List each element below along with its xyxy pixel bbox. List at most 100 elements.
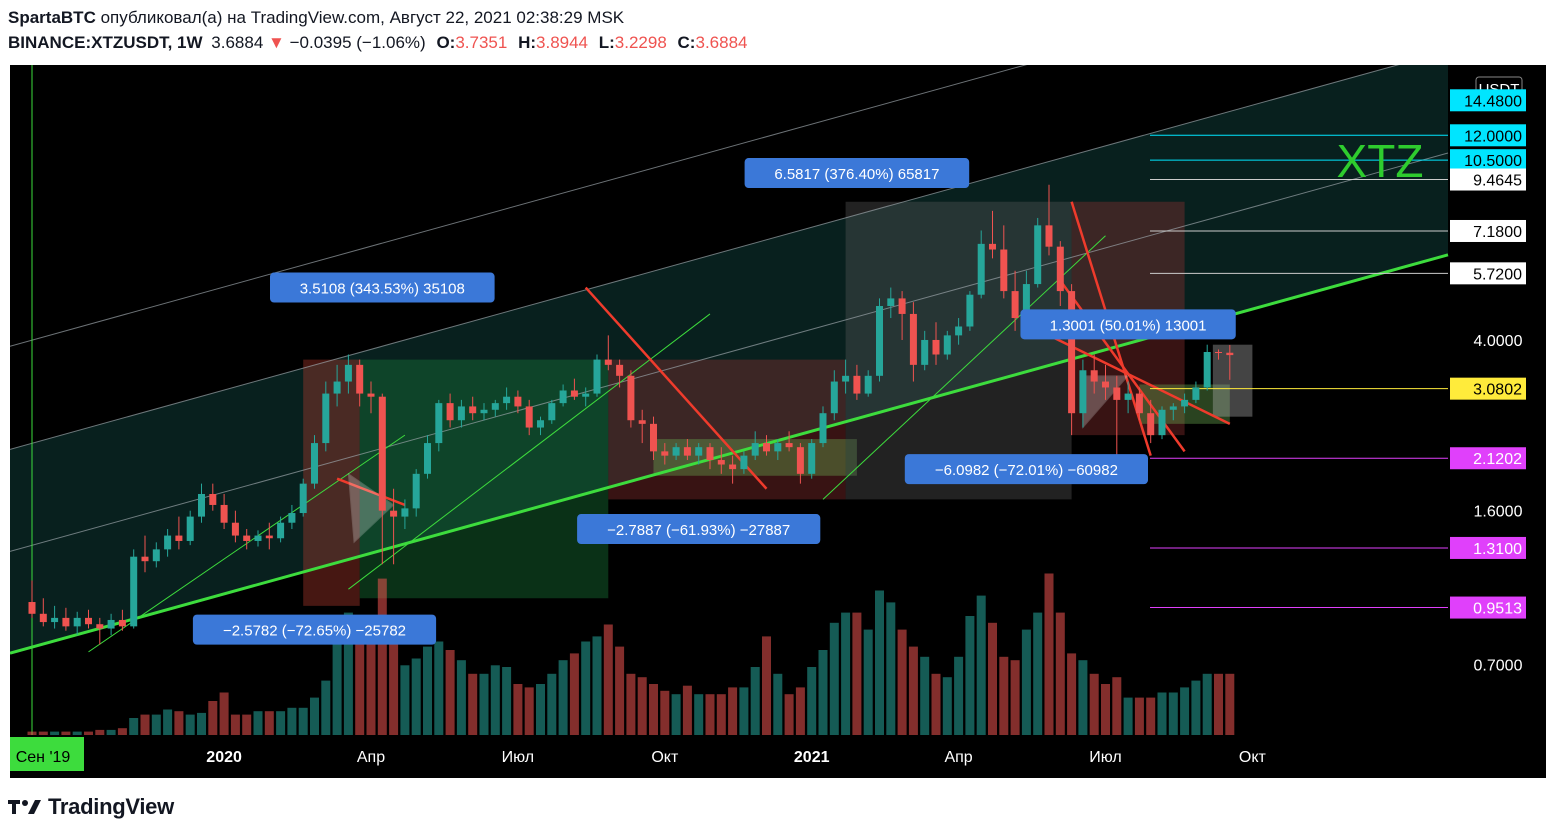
candle xyxy=(627,370,635,428)
volume-bar xyxy=(321,680,331,735)
volume-bar xyxy=(174,711,184,735)
candle-body xyxy=(1079,370,1087,414)
candle xyxy=(1045,184,1053,256)
volume-bar xyxy=(355,622,365,735)
candle-body xyxy=(1045,225,1053,247)
volume-bar xyxy=(1078,660,1088,735)
volume-bar xyxy=(841,612,851,735)
volume-bar xyxy=(208,701,218,735)
price-level-tag-box xyxy=(1450,377,1526,400)
volume-bar xyxy=(95,729,105,735)
volume-bar xyxy=(818,650,828,735)
price-level-tag: 14.4800 xyxy=(1464,93,1522,110)
price-level-tag: 12.0000 xyxy=(1464,128,1522,145)
candle xyxy=(887,287,895,319)
candle xyxy=(537,416,544,436)
volume-bar xyxy=(852,612,862,735)
candle xyxy=(1113,375,1121,461)
candle xyxy=(582,387,590,407)
candle xyxy=(763,435,770,456)
volume-bar xyxy=(310,697,319,735)
measure-label-box xyxy=(192,614,437,645)
symbol-title[interactable]: BINANCE:XTZUSDT, 1W xyxy=(8,33,203,52)
candle xyxy=(785,431,793,452)
volume-bar xyxy=(1214,673,1223,735)
measure-label: 1.3001 (50.01%) 13001 xyxy=(1050,317,1207,334)
candle xyxy=(107,613,115,636)
candle xyxy=(808,439,816,479)
candle xyxy=(378,393,386,565)
volume-bar xyxy=(976,595,986,735)
volume-bar xyxy=(705,694,715,735)
candle xyxy=(1102,364,1109,400)
chart-publication-info: SpartaBTC опубликовал(а) на TradingView.… xyxy=(8,8,624,28)
candle xyxy=(469,396,477,421)
candle-body xyxy=(729,464,737,470)
candle-body xyxy=(1181,399,1189,407)
author-name[interactable]: SpartaBTC xyxy=(8,8,96,27)
volume-bar xyxy=(513,684,523,735)
price-level-tag: 5.7200 xyxy=(1473,266,1522,283)
candle xyxy=(876,298,883,382)
volume-bar xyxy=(931,673,941,735)
candle xyxy=(593,354,601,397)
volume-bar xyxy=(1180,687,1190,735)
volume-bar xyxy=(1134,697,1144,735)
volume-bar xyxy=(1112,677,1122,735)
candle xyxy=(51,605,59,629)
volume-bar xyxy=(807,667,817,735)
volume-bar xyxy=(140,714,150,735)
candle-body xyxy=(367,393,375,397)
volume-bar xyxy=(671,694,681,735)
volume-bar xyxy=(637,677,647,735)
candle xyxy=(198,483,205,523)
candle-body xyxy=(627,375,635,421)
volume-bar xyxy=(1168,692,1178,735)
time-axis-tick: Окт xyxy=(651,749,679,766)
time-axis-tick: Июл xyxy=(502,749,534,766)
candle-body xyxy=(717,460,725,465)
candle-body xyxy=(344,364,352,382)
candle xyxy=(909,302,917,382)
volume-bar xyxy=(682,685,692,735)
volume-bar xyxy=(151,714,161,735)
candle-body xyxy=(898,298,906,314)
time-axis-tick: Июл xyxy=(1089,749,1121,766)
candle-body xyxy=(28,602,36,614)
candle xyxy=(943,330,951,360)
candle xyxy=(1068,284,1076,436)
time-axis-tick: Апр xyxy=(944,749,972,766)
candle-body xyxy=(661,451,669,456)
candle xyxy=(209,483,217,511)
candle xyxy=(424,435,431,479)
volume-bar xyxy=(50,731,60,735)
candle-body xyxy=(333,381,341,394)
volume-bar xyxy=(1055,612,1065,735)
candle-body xyxy=(85,617,92,625)
ohlc-legend: BINANCE:XTZUSDT, 1W 3.6884 ▼ −0.0395 (−1… xyxy=(8,33,747,53)
price-chart[interactable]: 3.5108 (343.53%) 35108 6.5817 (376.40%) 6… xyxy=(10,65,1546,778)
price-change: −0.0395 (−1.06%) xyxy=(289,33,426,52)
chart-canvas[interactable]: 3.5108 (343.53%) 35108 6.5817 (376.40%) 6… xyxy=(10,65,1546,778)
volume-bar xyxy=(558,660,568,735)
candle xyxy=(141,535,149,573)
volume-bar xyxy=(829,622,839,735)
triangle-pattern-1 xyxy=(347,472,395,544)
candle-body xyxy=(1147,413,1155,436)
candle xyxy=(604,335,612,371)
tradingview-logo[interactable]: TradingView xyxy=(8,793,174,821)
volume-bar xyxy=(1044,573,1054,735)
volume-bar xyxy=(276,711,286,735)
volume-bar xyxy=(343,612,353,735)
price-level-tag: 10.5000 xyxy=(1464,153,1522,170)
volume-bar xyxy=(479,673,489,735)
candle-body xyxy=(265,535,273,539)
price-level-tag-box xyxy=(1450,124,1526,147)
candle-body xyxy=(525,406,533,428)
volume-bar xyxy=(603,624,613,735)
candle xyxy=(1215,349,1222,360)
volume-bar xyxy=(716,694,726,735)
candle-body xyxy=(311,443,318,484)
candle xyxy=(966,291,974,331)
time-axis-cursor-label: Сен '19 xyxy=(16,749,71,766)
